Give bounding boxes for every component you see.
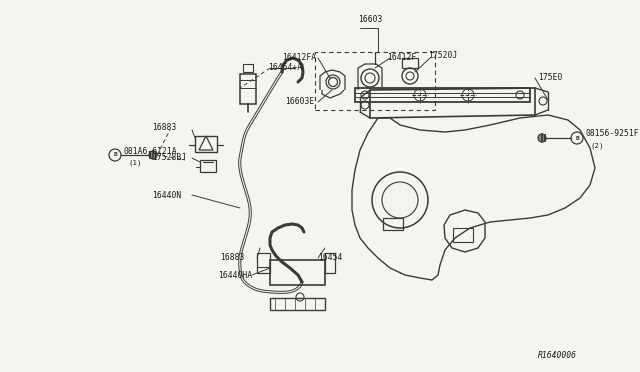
Bar: [200, 160, 216, 172]
Text: 16883: 16883: [152, 124, 177, 132]
Bar: [383, 218, 403, 230]
Text: 081A6-6121A: 081A6-6121A: [123, 147, 177, 155]
Text: 16412F: 16412F: [387, 52, 416, 61]
Text: 16440N: 16440N: [152, 190, 181, 199]
Text: 16454+A: 16454+A: [268, 64, 302, 73]
Bar: [453, 228, 473, 242]
Bar: [315, 52, 435, 110]
Text: 17520J: 17520J: [428, 51, 457, 61]
Circle shape: [538, 134, 546, 142]
Text: (1): (1): [129, 160, 143, 166]
Text: 17528BJ: 17528BJ: [152, 154, 186, 163]
Bar: [270, 260, 325, 285]
Text: B: B: [575, 135, 579, 141]
Bar: [270, 298, 325, 310]
Text: B: B: [113, 153, 117, 157]
Text: 16454: 16454: [318, 253, 342, 263]
Text: 16412FA: 16412FA: [282, 52, 316, 61]
Bar: [325, 253, 335, 273]
Bar: [257, 253, 270, 273]
Bar: [355, 88, 530, 102]
Text: 16883: 16883: [220, 253, 244, 263]
Bar: [240, 74, 256, 104]
Bar: [402, 58, 418, 68]
Text: 16603E: 16603E: [285, 97, 314, 106]
Bar: [243, 64, 253, 72]
Bar: [195, 136, 217, 152]
Text: R1640006: R1640006: [538, 350, 577, 359]
Text: 175E0: 175E0: [538, 74, 563, 83]
Text: 16440HA: 16440HA: [218, 270, 252, 279]
Text: (2): (2): [591, 143, 605, 149]
Circle shape: [149, 151, 157, 159]
Text: 16603: 16603: [358, 16, 382, 25]
Text: 08156-9251F: 08156-9251F: [585, 129, 639, 138]
